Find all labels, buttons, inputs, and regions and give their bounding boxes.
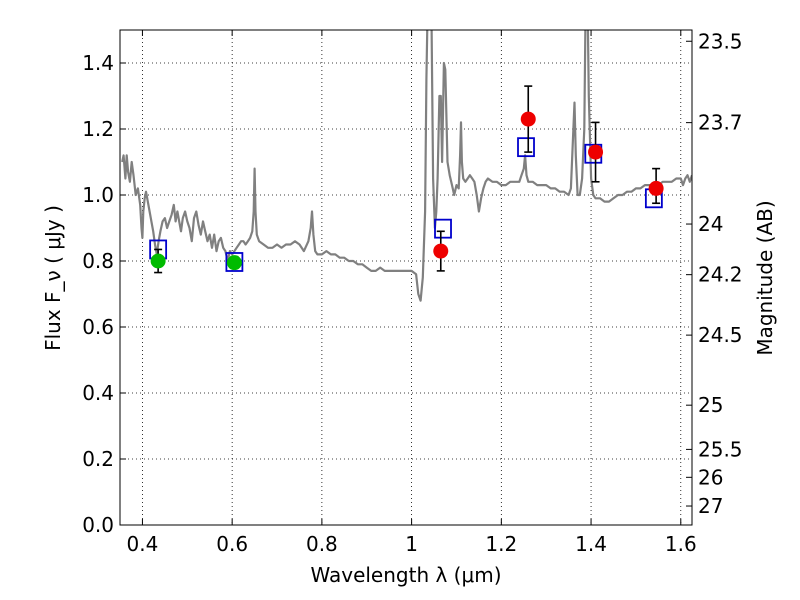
x-tick-label: 1.6 — [665, 532, 697, 556]
right-axis-ticks: 23.5 23.7 24 24.2 24.5 25 25.5 26 27 — [686, 29, 743, 518]
plot-background — [120, 30, 692, 525]
y-tick-label: 0.6 — [82, 315, 114, 339]
observed-point — [648, 180, 664, 196]
observed-point — [150, 253, 166, 269]
y-tick-label: 0.4 — [82, 381, 114, 405]
y-tick-label: 1.2 — [82, 117, 114, 141]
x-axis-ticks: 0.4 0.6 0.8 1 1.2 1.4 1.6 — [127, 30, 697, 556]
x-tick-label: 0.8 — [306, 532, 338, 556]
right-tick-label: 26 — [698, 465, 723, 489]
x-tick-label: 1 — [405, 532, 418, 556]
right-tick-label: 24.5 — [698, 323, 743, 347]
model-photometry-square — [434, 218, 452, 239]
model-spectrum-layer — [121, 30, 692, 302]
right-axis-title: Magnitude (AB) — [753, 200, 777, 355]
observed-point — [520, 111, 536, 127]
right-tick-label: 24 — [698, 212, 723, 236]
observed-point — [588, 144, 604, 160]
model-spectrum-line — [121, 30, 692, 302]
right-tick-label: 25 — [698, 393, 723, 417]
observed-photometry-layer — [150, 85, 664, 274]
right-tick-label: 25.5 — [698, 437, 743, 461]
y-axis-ticks: 0.0 0.2 0.4 0.6 0.8 1.0 1.2 1.4 — [82, 51, 126, 537]
y-tick-label: 0.2 — [82, 447, 114, 471]
y-tick-label: 0.8 — [82, 249, 114, 273]
x-tick-label: 1.2 — [485, 532, 517, 556]
y-tick-label: 0.0 — [82, 513, 114, 537]
right-tick-label: 27 — [698, 494, 723, 518]
x-tick-label: 0.6 — [216, 532, 248, 556]
right-tick-label: 23.5 — [698, 29, 743, 53]
model-photometry-square — [517, 137, 535, 158]
right-tick-label: 23.7 — [698, 111, 743, 135]
plot-frame — [119, 29, 693, 526]
observed-point — [226, 255, 242, 271]
x-tick-label: 0.4 — [127, 532, 159, 556]
y-tick-label: 1.0 — [82, 183, 114, 207]
observed-point — [433, 243, 449, 259]
x-axis-title: Wavelength λ (μm) — [310, 563, 501, 587]
x-tick-label: 1.4 — [575, 532, 607, 556]
right-tick-label: 24.2 — [698, 263, 743, 287]
model-photometry-square — [225, 252, 244, 272]
y-axis-title: Flux F_ν ( μJy ) — [41, 205, 65, 351]
y-tick-label: 1.4 — [82, 51, 114, 75]
